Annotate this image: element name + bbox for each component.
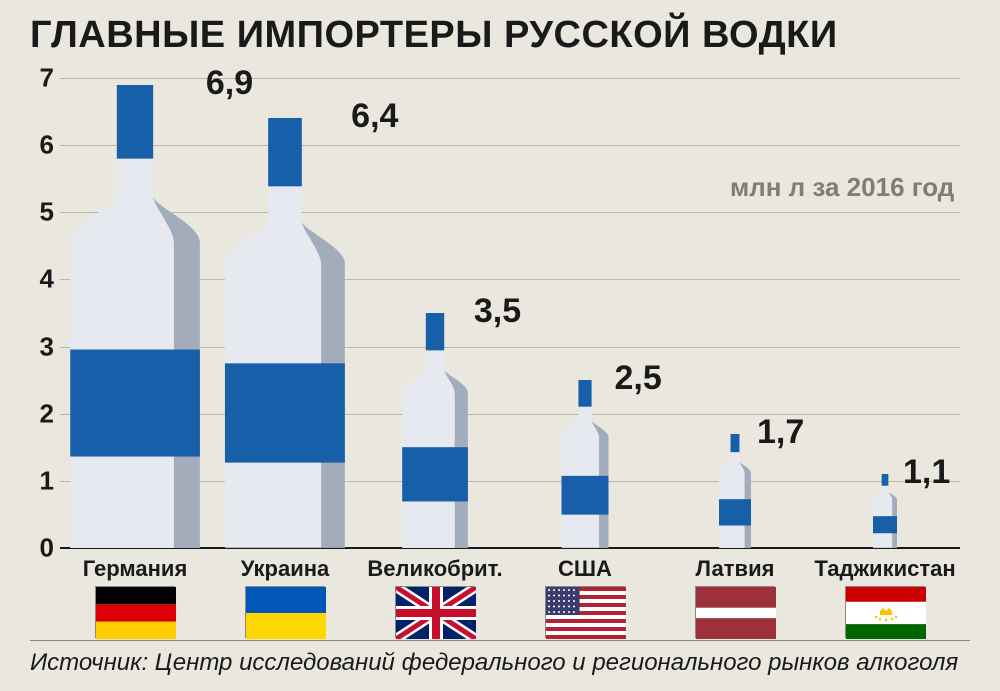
bar-slot: 1,1 — [810, 78, 960, 548]
value-label: 2,5 — [615, 359, 662, 398]
y-tick-label: 7 — [30, 63, 54, 94]
chart-subtitle: млн л за 2016 год — [730, 172, 954, 203]
bar-slot: 2,5 — [510, 78, 660, 548]
bottle-icon — [562, 380, 609, 548]
flag-icon — [395, 586, 475, 638]
y-tick-label: 3 — [30, 331, 54, 362]
value-label: 1,7 — [757, 413, 804, 452]
y-tick-label: 6 — [30, 130, 54, 161]
bar-slot: 3,5 — [360, 78, 510, 548]
chart-title: ГЛАВНЫЕ ИМПОРТЕРЫ РУССКОЙ ВОДКИ — [30, 14, 838, 57]
category-label: США — [510, 556, 660, 582]
bottle-icon — [70, 85, 200, 548]
category-label: Украина — [210, 556, 360, 582]
y-tick-label: 5 — [30, 197, 54, 228]
category-label: Латвия — [660, 556, 810, 582]
chart-source: Источник: Центр исследований федеральног… — [30, 649, 958, 677]
bottle-icon — [873, 474, 897, 548]
flag-icon — [695, 586, 775, 638]
value-label: 1,1 — [903, 453, 950, 492]
separator-top — [30, 640, 970, 641]
bar-slot: 6,4 — [210, 78, 360, 548]
y-tick-label: 0 — [30, 533, 54, 564]
bottle-icon — [402, 313, 468, 548]
bottle-icon — [225, 118, 345, 548]
y-tick-label: 1 — [30, 465, 54, 496]
flag-icon — [245, 586, 325, 638]
category-label: Таджикистан — [810, 556, 960, 582]
bar-slot: 1,7 — [660, 78, 810, 548]
y-tick-label: 4 — [30, 264, 54, 295]
chart-plot-area: 01234567 6,9 6,4 3,5 2,5 1,7 1,1 — [60, 78, 960, 548]
flag-icon — [845, 586, 925, 638]
bar-slot: 6,9 — [60, 78, 210, 548]
category-label: Германия — [60, 556, 210, 582]
bottle-icon — [719, 434, 751, 548]
flag-icon — [545, 586, 625, 638]
y-tick-label: 2 — [30, 398, 54, 429]
category-label: Великобрит. — [360, 556, 510, 582]
flag-icon — [95, 586, 175, 638]
